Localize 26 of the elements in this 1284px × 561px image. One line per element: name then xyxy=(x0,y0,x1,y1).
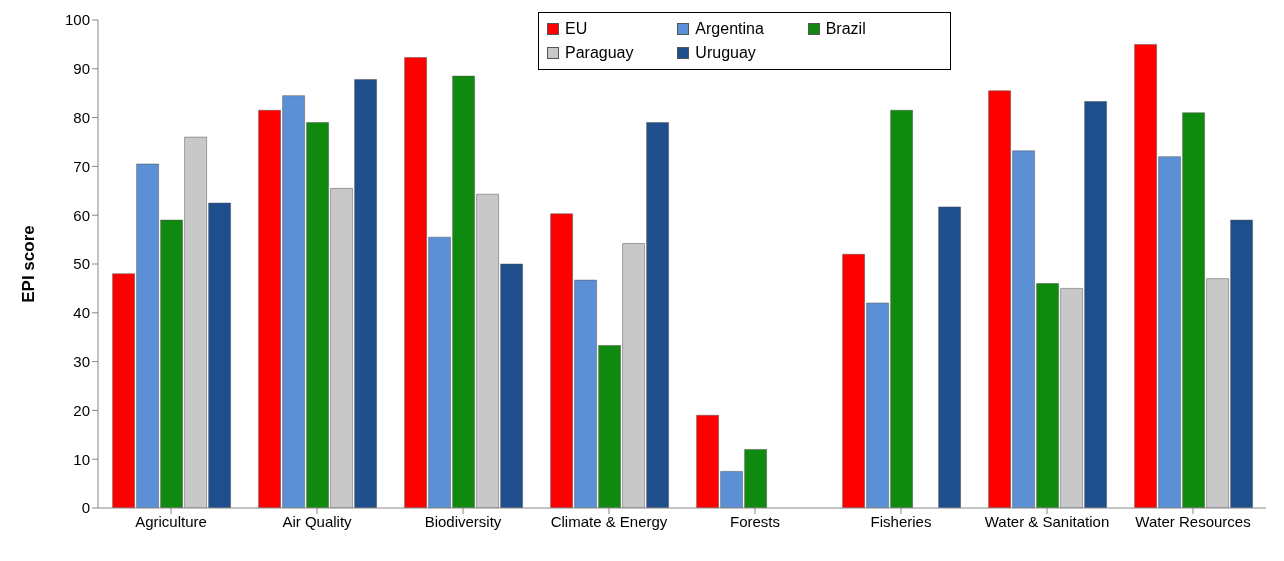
x-tick-label: Biodiversity xyxy=(424,512,502,530)
legend-label: EU xyxy=(565,20,588,38)
bar xyxy=(938,206,961,508)
y-tick-label: 70 xyxy=(73,157,90,175)
legend-label: Brazil xyxy=(825,20,866,38)
legend-label: Argentina xyxy=(695,20,764,38)
x-tick-label: Agriculture xyxy=(135,512,207,530)
x-tick-label: Climate & Energy xyxy=(550,512,668,530)
y-tick-label: 40 xyxy=(73,304,90,322)
x-tick-label: Forests xyxy=(729,512,781,530)
y-tick-label: 100 xyxy=(64,11,90,29)
y-tick-label: 30 xyxy=(73,352,90,370)
x-tick-label: Water Resources xyxy=(1135,512,1251,530)
x-tick-label: Water & Sanitation xyxy=(984,512,1110,530)
legend-label: Uruguay xyxy=(695,44,756,62)
y-axis-title: EPI score xyxy=(19,225,39,303)
x-tick-label: Air Quality xyxy=(282,512,353,530)
y-tick-label: 50 xyxy=(73,255,90,273)
y-tick-label: 80 xyxy=(73,108,90,126)
y-tick-label: 20 xyxy=(73,401,90,419)
x-tick-label: Fisheries xyxy=(870,512,932,530)
y-tick-label: 10 xyxy=(73,450,90,468)
y-tick-label: 60 xyxy=(73,206,90,224)
y-tick-label: 0 xyxy=(81,499,90,517)
legend-label: Paraguay xyxy=(565,44,634,62)
y-tick-label: 90 xyxy=(73,60,90,78)
